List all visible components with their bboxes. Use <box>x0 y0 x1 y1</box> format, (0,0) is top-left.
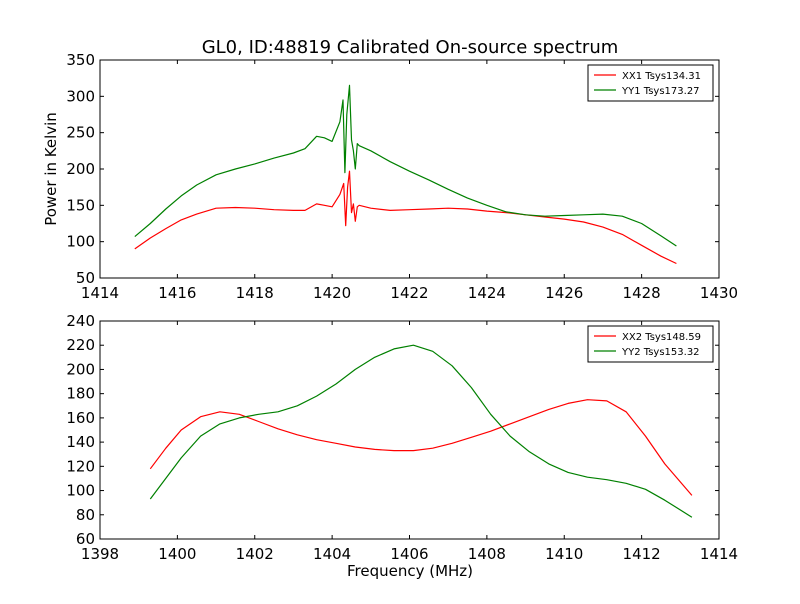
y-tick-label: 200 <box>66 160 95 178</box>
legend-label: YY2 Tsys153.32 <box>621 347 700 358</box>
x-tick-label: 1404 <box>313 545 351 563</box>
x-tick-label: 1426 <box>545 284 583 302</box>
series-line-2-2 <box>149 344 693 518</box>
chart-title: GL0, ID:48819 Calibrated On-source spect… <box>202 37 619 58</box>
x-tick-label: 1408 <box>468 545 506 563</box>
legend-label: XX2 Tsys148.59 <box>622 332 701 343</box>
x-tick-label: 1418 <box>236 284 274 302</box>
y-tick-label: 180 <box>66 385 95 403</box>
top-plot: 1414 1416 1418 1420 1422 1424 1426 1428 1430 50 10… <box>66 51 738 302</box>
x-axis-label: Frequency (MHz) <box>347 562 473 580</box>
x-tick-label: 1428 <box>623 284 661 302</box>
y-tick-label: 350 <box>66 51 95 69</box>
y-tick-label: 220 <box>66 336 95 354</box>
x-tick-label: 1414 <box>700 545 738 563</box>
y-tick-label: 120 <box>66 457 95 475</box>
x-tick-label: 1420 <box>313 284 351 302</box>
y-tick-label: 100 <box>66 482 95 500</box>
x-tick-label: 1412 <box>623 545 661 563</box>
x-tick-label: 1402 <box>236 545 274 563</box>
x-tick-label: 1406 <box>390 545 428 563</box>
x-tick-label: 1400 <box>158 545 196 563</box>
bottom-plot: 1398 1400 1402 1404 1406 1408 1410 1412 1414 60 80… <box>66 312 738 563</box>
y-tick-label: 300 <box>66 87 95 105</box>
series-line-1-2 <box>134 84 677 247</box>
x-tick-label: 1422 <box>390 284 428 302</box>
x-tick-label: 1398 <box>81 545 119 563</box>
legend-box <box>587 325 714 363</box>
x-tick-label: 1430 <box>700 284 738 302</box>
y-tick-label: 240 <box>66 312 95 330</box>
x-tick-label: 1410 <box>545 545 583 563</box>
y-axis-label: Power in Kelvin <box>42 112 60 226</box>
x-tick-label: 1424 <box>468 284 506 302</box>
y-tick-label: 150 <box>66 196 95 214</box>
y-tick-label: 60 <box>76 530 95 548</box>
y-tick-label: 50 <box>76 269 95 287</box>
x-tick-label: 1416 <box>158 284 196 302</box>
y-tick-label: 100 <box>66 233 95 251</box>
series-line-2-1 <box>149 399 693 496</box>
y-tick-label: 140 <box>66 433 95 451</box>
y-tick-label: 250 <box>66 124 95 142</box>
legend-label: XX1 Tsys134.31 <box>622 71 701 82</box>
x-tick-label: 1414 <box>81 284 119 302</box>
y-tick-label: 200 <box>66 360 95 378</box>
y-tick-label: 80 <box>76 506 95 524</box>
y-tick-label: 160 <box>66 409 95 427</box>
legend-label: YY1 Tsys173.27 <box>621 86 700 97</box>
series-line-1-1 <box>134 170 677 265</box>
legend-box <box>587 64 714 102</box>
